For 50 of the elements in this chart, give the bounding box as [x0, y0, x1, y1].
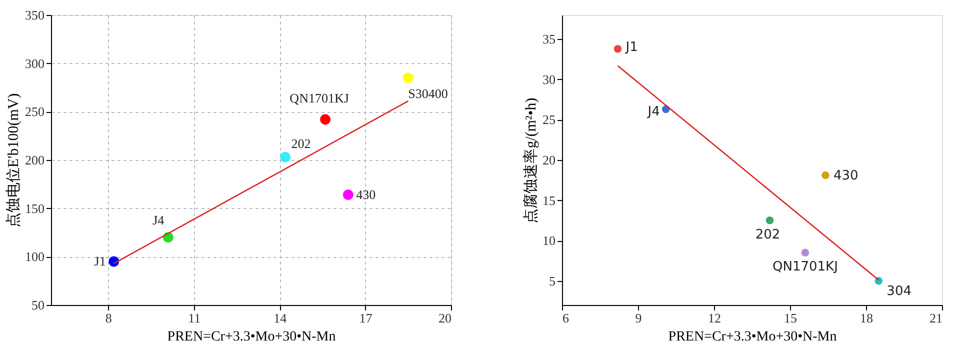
series-label: J1: [94, 254, 106, 268]
y-tick-label: 200: [25, 152, 44, 168]
y-tick-label: 100: [25, 249, 44, 264]
series-label: 430: [833, 168, 858, 184]
y-axis-title: 点蚀电位E'b100(mV): [5, 93, 22, 228]
x-tick-label: 17: [359, 310, 373, 326]
series-label: 202: [755, 227, 780, 242]
point: [874, 276, 883, 285]
series-label: 430: [356, 186, 376, 202]
x-tick-label: 6: [562, 310, 570, 326]
x-axis-title: PREN=Cr+3.3•Mo+30•N-Mn: [167, 330, 336, 344]
y-tick-label: 50: [32, 298, 44, 312]
y-tick-label: 300: [25, 56, 44, 71]
point: [614, 44, 622, 53]
series-label: J4: [152, 212, 165, 228]
series-label: QN1701KJ: [290, 90, 349, 106]
y-tick-label: 30: [542, 72, 556, 87]
series-label: QN1701KJ: [772, 260, 838, 275]
point: [766, 216, 774, 224]
y-tick-label: 25: [542, 112, 556, 128]
point: [402, 72, 414, 84]
series-label: J1: [624, 40, 638, 55]
point: [280, 152, 291, 162]
x-tick-label: 21: [930, 310, 942, 326]
y-tick-label: 15: [542, 192, 556, 208]
y-tick-label: 250: [25, 104, 44, 120]
y-tick-label: 20: [542, 152, 556, 168]
x-tick-label: 12: [708, 310, 721, 326]
x-tick-label: 9: [635, 310, 642, 326]
y-tick-label: 35: [542, 32, 556, 47]
y-tick-label: 10: [542, 233, 556, 248]
x-tick-label: 20: [438, 310, 452, 326]
x-tick-label: 18: [860, 310, 873, 326]
y-tick-label: 5: [549, 273, 556, 288]
series-label: 304: [886, 284, 912, 299]
x-tick-label: 15: [784, 310, 797, 326]
x-tick-label: 8: [105, 310, 112, 326]
series-label: S30400: [408, 86, 448, 101]
y-axis-title: 点腐蚀速率g/(m²•h): [522, 98, 540, 224]
point: [822, 171, 830, 180]
y-tick-label: 150: [25, 200, 44, 216]
x-tick-label: 11: [188, 310, 201, 326]
point: [342, 190, 354, 200]
y-tick-label: 350: [25, 8, 44, 22]
x-axis-title: PREN=Cr+3.3•Mo+30•N-Mn: [668, 330, 837, 344]
point: [320, 114, 331, 125]
series-label: 202: [291, 136, 311, 152]
series-label: J4: [646, 104, 660, 120]
x-tick-label: 14: [274, 310, 288, 326]
point: [801, 248, 810, 257]
